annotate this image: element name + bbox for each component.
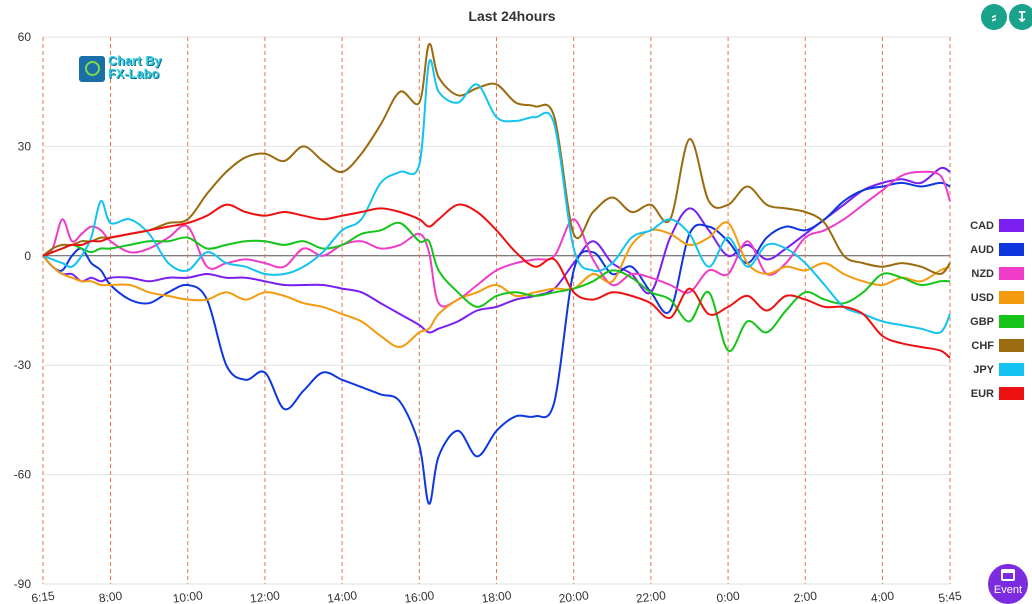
legend-label-nzd: NZD <box>971 268 994 280</box>
x-tick-label: 12:00 <box>249 588 281 604</box>
x-tick-label: 0:00 <box>716 589 741 604</box>
y-axis: 60 30 0 -30 -60 -90 <box>14 30 32 591</box>
x-tick-label: 10:00 <box>172 588 204 604</box>
y-tick-label: 0 <box>24 249 31 263</box>
logo-magnifier-icon <box>79 56 105 82</box>
y-tick-label: 60 <box>18 30 32 44</box>
legend-swatch-jpy[interactable] <box>999 363 1024 376</box>
x-tick-label: 5:45 <box>938 589 963 604</box>
zoom-full-button[interactable]: ↧ <box>1009 4 1032 30</box>
x-tick-label: 18:00 <box>481 588 513 604</box>
series-line-cad <box>42 166 951 334</box>
y-tick-label: -60 <box>14 468 32 482</box>
x-tick-label: 8:00 <box>98 589 123 604</box>
zoom-full-icon: ↧ <box>1015 8 1029 26</box>
chart-grid <box>42 36 951 585</box>
legend-swatch-gbp[interactable] <box>999 315 1024 328</box>
series-line-gbp <box>42 221 951 352</box>
chart-title: Last 24hours <box>468 8 555 24</box>
legend-label-eur: EUR <box>971 388 994 400</box>
logo-line1: Chart By <box>108 54 162 68</box>
chart-legend: CAD AUD NZD USD GBP CHF JPY EUR <box>970 219 1024 400</box>
x-tick-label: 20:00 <box>558 588 590 604</box>
legend-label-usd: USD <box>971 292 994 304</box>
x-tick-label: 4:00 <box>870 589 895 604</box>
series-lines <box>42 43 951 505</box>
y-tick-label: -90 <box>14 577 32 591</box>
x-axis: 6:15 8:00 10:00 12:00 14:00 16:00 18:00 20:00 22… <box>31 588 963 604</box>
zoom-fit-icon: ⸗ <box>991 8 997 26</box>
legend-label-aud: AUD <box>970 244 994 256</box>
legend-swatch-aud[interactable] <box>999 243 1024 256</box>
legend-swatch-eur[interactable] <box>999 387 1024 400</box>
y-tick-label: -30 <box>14 358 32 372</box>
series-line-aud <box>42 181 951 505</box>
series-line-eur <box>42 203 951 359</box>
logo-line2: FX-Labo <box>108 67 160 81</box>
legend-swatch-usd[interactable] <box>999 291 1024 304</box>
event-button[interactable]: Event <box>988 564 1028 604</box>
x-tick-label: 6:15 <box>31 589 56 604</box>
legend-label-gbp: GBP <box>970 316 994 328</box>
x-tick-label: 2:00 <box>793 589 818 604</box>
x-tick-label: 22:00 <box>635 588 667 604</box>
event-button-label: Event <box>993 584 1023 596</box>
y-tick-label: 30 <box>18 139 32 153</box>
legend-swatch-chf[interactable] <box>999 339 1024 352</box>
zoom-fit-button[interactable]: ⸗ <box>981 4 1007 30</box>
logo-text: Chart By FX-Labo <box>108 55 162 81</box>
legend-label-jpy: JPY <box>973 364 994 376</box>
x-tick-label: 14:00 <box>326 588 358 604</box>
legend-label-chf: CHF <box>971 340 994 352</box>
legend-swatch-nzd[interactable] <box>999 267 1024 280</box>
fx-labo-logo: Chart By FX-Labo <box>79 55 179 86</box>
legend-swatch-cad[interactable] <box>999 219 1024 232</box>
legend-label-cad: CAD <box>970 220 994 232</box>
series-line-usd <box>42 221 951 349</box>
x-tick-label: 16:00 <box>404 588 436 604</box>
calendar-icon <box>1001 569 1015 581</box>
